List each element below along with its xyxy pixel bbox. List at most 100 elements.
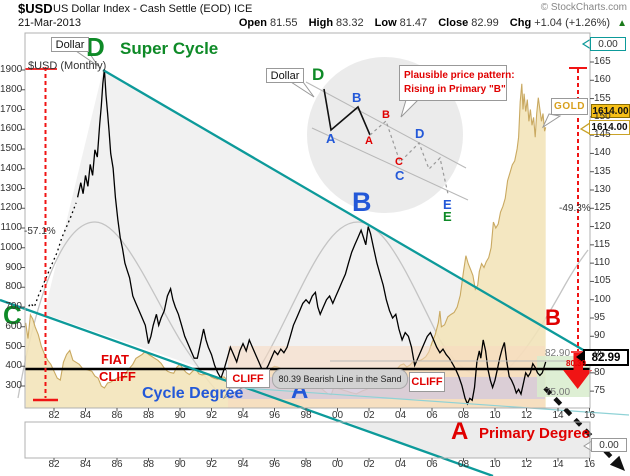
axis-tick-label: 00 [331,459,344,470]
usd-price-line [76,69,547,406]
high-label: High [308,17,334,29]
plausible-line2: Rising in Primary "B" [404,84,506,95]
axis-tick-label: 04 [394,459,407,470]
axis-tick-label: 80 [594,366,606,378]
inset-a-blue: A [326,131,336,146]
axis-tick-label: 160 [594,74,611,86]
cliff-box-1: CLIFF [226,369,270,388]
axis-ticks [21,61,594,462]
axis-tick-label: 06 [426,459,438,470]
plausible-pattern-callout: Plausible price pattern: Rising in Prima… [399,65,515,101]
axis-tick-label: 900 [5,261,22,273]
axis-tick-label: 14 [552,459,564,470]
copyright: © StockCharts.com [540,2,627,13]
axis-tick-label: 140 [594,147,611,159]
axis-tick-label: 02 [363,410,375,421]
gray-wedge-shade [44,70,545,395]
low-label: Low [374,17,397,29]
axis-tick-label: 12 [520,459,533,470]
indicator-value-top: 0.00 [590,37,626,51]
axis-tick-label: 300 [5,380,22,391]
axis-tick-label: 115 [594,238,610,250]
axis-tick-label: 12 [520,410,533,421]
date-label: 21-Mar-2013 [18,17,81,29]
gold-callout: GOLD [551,98,588,115]
cliff1-callout-tail [222,387,244,400]
lower-panel-border [24,421,591,459]
up-triangle-icon: ▲ [617,18,627,29]
axis-tick-label: 88 [142,410,155,421]
fiat-label: FIAT [101,352,129,367]
axis-tick-label: 700 [5,301,22,312]
axis-tick-label: 600 [5,320,22,332]
cliff-label: CLIFF [99,369,136,384]
thin-cyan-trendline [229,386,630,416]
red-down-arrow-body [573,353,583,371]
super-cycle-letter: D [86,32,105,62]
axis-tick-label: 120 [594,220,611,232]
axis-tick-label: 98 [300,410,312,421]
cycle-degree-label: Cycle Degree [142,385,244,402]
axis-tick-label: 125 [594,202,611,214]
last-price-box: 82.99 [583,349,629,366]
axis-tick-label: 96 [268,459,281,470]
axis-tick-label: 1800 [0,83,23,95]
axis-tick-label: 86 [111,459,123,470]
series-label: $USD (Monthly) [28,60,107,72]
axis-tick-label: 1600 [0,123,23,135]
axis-tick-label: 165 [594,56,611,67]
inset-a-red: A [365,135,373,147]
axis-tick-label: 95 [594,311,606,323]
axis-tick-label: 86 [111,410,123,421]
axis-tick-label: 90 [594,330,606,342]
inset-e-green: E [443,209,452,224]
open-label: Open [238,17,267,29]
axis-tick-label: 94 [237,410,249,421]
axis-tick-label: 1200 [0,202,23,214]
axis-tick-label: 82 [48,410,60,421]
axis-tick-label: 16 [583,459,596,470]
axis-tick-label: 88 [142,459,155,470]
close-label: Close [438,17,469,29]
axis-tick-label: 84 [79,410,92,421]
gold-price-box-1: 1614.00 [591,104,630,118]
wave-c-label: C [3,300,22,330]
quote-row: Open 81.55 High 83.32 Low 81.47 Close 82.99 … [231,17,627,29]
inset-b-blue: B [352,90,362,105]
level-8039-label: 80.39 [566,359,587,368]
axis-tick-label: 16 [583,410,596,421]
cliff-box-2: CLIFF [409,372,445,392]
axis-tick-label: 150 [594,110,611,122]
plausible-line1: Plausible price pattern: [404,69,515,81]
axis-tick-label: 145 [594,129,611,141]
red-down-arrow-icon [563,370,592,389]
wave-b-red-label: B [545,305,561,330]
chg-value: +1.04 (+1.26%) [534,17,611,29]
axis-tick-label: 04 [394,410,407,421]
axis-tick-label: 85 [594,348,606,360]
lower-panel-shade [347,422,590,458]
axis-tick-label: 92 [205,410,218,421]
high-value: 83.32 [336,17,364,29]
axis-tick-label: 155 [594,92,611,104]
axis-tick-label: 08 [457,459,470,470]
black-arrowhead-icon [609,455,625,471]
axis-tick-label: 1700 [0,103,23,115]
axis-tick-label: 92 [205,459,218,470]
gold-callout-tail [541,113,562,129]
axis-tick-label: 135 [594,165,611,177]
primary-degree-label: Primary Degree [479,425,590,442]
inset-d-blue: D [415,126,425,141]
dollar-callout-1: Dollar [51,37,89,52]
open-value: 81.55 [270,17,298,29]
axis-tick-label: 1900 [0,64,23,75]
axis-tick-label: 400 [5,360,22,372]
indicator-value-bottom: 0.00 [591,438,627,452]
symbol-label: $USD [18,1,53,16]
teal-trendline-upper [102,69,586,352]
axis-tick-label: 130 [594,183,611,195]
price-box-tail [576,351,584,363]
axis-tick-label: 110 [594,257,610,269]
axis-tick-label: 08 [457,410,470,421]
